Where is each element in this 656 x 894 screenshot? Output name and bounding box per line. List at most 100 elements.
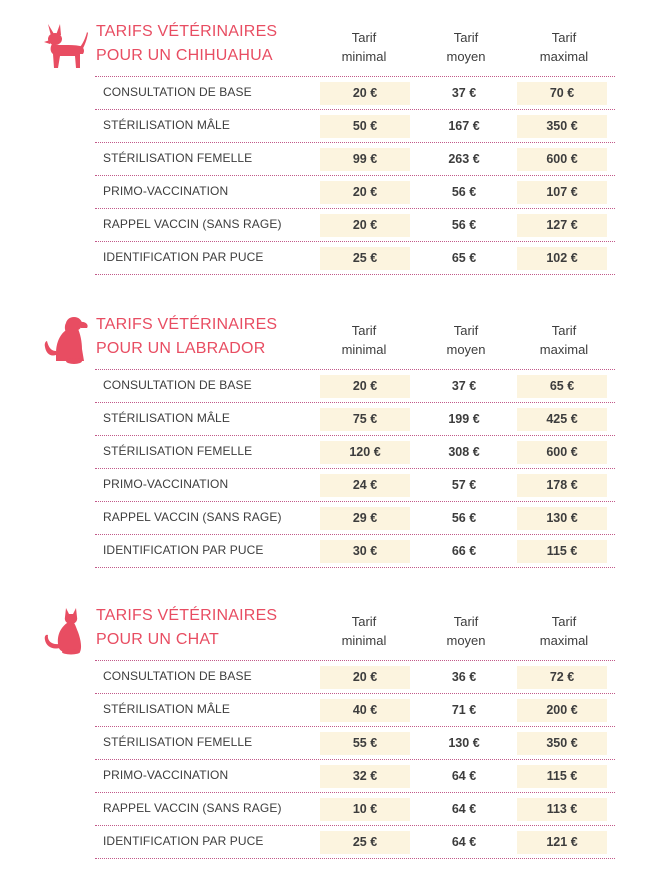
- price-avg: 56 €: [451, 185, 477, 199]
- table-row: RAPPEL VACCIN (SANS RAGE) 29 € 56 € 130 …: [95, 501, 615, 534]
- price-avg: 37 €: [451, 379, 477, 393]
- price-max: 102 €: [517, 247, 607, 270]
- price-min: 29 €: [320, 507, 410, 530]
- table-row: STÉRILISATION MÂLE 50 € 167 € 350 €: [95, 109, 615, 142]
- column-header-max: Tarif maximal: [539, 323, 589, 357]
- table-row: IDENTIFICATION PAR PUCE 25 € 64 € 121 €: [95, 825, 615, 859]
- price-max: 600 €: [517, 148, 607, 171]
- table-row: STÉRILISATION FEMELLE 99 € 263 € 600 €: [95, 142, 615, 175]
- row-label: IDENTIFICATION PAR PUCE: [103, 834, 264, 848]
- price-avg: 66 €: [451, 544, 477, 558]
- column-header-min: Tarif minimal: [341, 30, 387, 64]
- table-row: CONSULTATION DE BASE 20 € 37 € 70 €: [95, 76, 615, 109]
- price-avg: 64 €: [451, 802, 477, 816]
- price-min: 99 €: [320, 148, 410, 171]
- price-min: 120 €: [320, 441, 410, 464]
- section-title: TARIFS VÉTÉRINAIRES POUR UN CHAT: [96, 607, 278, 648]
- row-label: CONSULTATION DE BASE: [103, 669, 252, 683]
- row-label: STÉRILISATION FEMELLE: [103, 444, 253, 458]
- row-label: PRIMO-VACCINATION: [103, 768, 229, 782]
- table-row: STÉRILISATION FEMELLE 120 € 308 € 600 €: [95, 435, 615, 468]
- price-avg: 56 €: [451, 511, 477, 525]
- price-min: 20 €: [320, 214, 410, 237]
- table-row: IDENTIFICATION PAR PUCE 30 € 66 € 115 €: [95, 534, 615, 568]
- price-avg: 167 €: [448, 119, 480, 133]
- price-table: CONSULTATION DE BASE 20 € 36 € 72 € STÉR…: [95, 660, 615, 859]
- price-min: 20 €: [320, 375, 410, 398]
- price-max: 113 €: [517, 798, 607, 821]
- price-max: 115 €: [517, 765, 607, 788]
- price-max: 121 €: [517, 831, 607, 854]
- table-row: RAPPEL VACCIN (SANS RAGE) 20 € 56 € 127 …: [95, 208, 615, 241]
- price-avg: 263 €: [448, 152, 480, 166]
- price-min: 20 €: [320, 82, 410, 105]
- price-max: 127 €: [517, 214, 607, 237]
- table-row: PRIMO-VACCINATION 20 € 56 € 107 €: [95, 175, 615, 208]
- price-table: CONSULTATION DE BASE 20 € 37 € 70 € STÉR…: [95, 76, 615, 275]
- row-label: RAPPEL VACCIN (SANS RAGE): [103, 217, 282, 231]
- row-label: RAPPEL VACCIN (SANS RAGE): [103, 510, 282, 524]
- price-avg: 130 €: [448, 736, 480, 750]
- cat-icon: [40, 604, 90, 658]
- price-avg: 57 €: [451, 478, 477, 492]
- table-row: PRIMO-VACCINATION 24 € 57 € 178 €: [95, 468, 615, 501]
- price-min: 20 €: [320, 666, 410, 689]
- price-min: 10 €: [320, 798, 410, 821]
- price-max: 425 €: [517, 408, 607, 431]
- row-label: STÉRILISATION MÂLE: [103, 411, 230, 425]
- section-title: TARIFS VÉTÉRINAIRES POUR UN LABRADOR: [96, 316, 278, 357]
- price-max: 600 €: [517, 441, 607, 464]
- row-label: STÉRILISATION MÂLE: [103, 118, 230, 132]
- table-row: RAPPEL VACCIN (SANS RAGE) 10 € 64 € 113 …: [95, 792, 615, 825]
- row-label: CONSULTATION DE BASE: [103, 85, 252, 99]
- price-avg: 36 €: [451, 670, 477, 684]
- column-header-max: Tarif maximal: [539, 30, 589, 64]
- row-label: CONSULTATION DE BASE: [103, 378, 252, 392]
- row-label: RAPPEL VACCIN (SANS RAGE): [103, 801, 282, 815]
- price-avg: 65 €: [451, 251, 477, 265]
- row-label: IDENTIFICATION PAR PUCE: [103, 250, 264, 264]
- price-max: 178 €: [517, 474, 607, 497]
- price-avg: 71 €: [451, 703, 477, 717]
- table-row: STÉRILISATION MÂLE 40 € 71 € 200 €: [95, 693, 615, 726]
- price-min: 25 €: [320, 831, 410, 854]
- table-row: STÉRILISATION FEMELLE 55 € 130 € 350 €: [95, 726, 615, 759]
- table-row: CONSULTATION DE BASE 20 € 36 € 72 €: [95, 660, 615, 693]
- column-header-min: Tarif minimal: [341, 614, 387, 648]
- column-header-avg: Tarif moyen: [446, 30, 486, 64]
- price-max: 107 €: [517, 181, 607, 204]
- table-row: IDENTIFICATION PAR PUCE 25 € 65 € 102 €: [95, 241, 615, 275]
- column-header-avg: Tarif moyen: [446, 323, 486, 357]
- price-table: CONSULTATION DE BASE 20 € 37 € 65 € STÉR…: [95, 369, 615, 568]
- dog-small-icon: [40, 20, 90, 74]
- price-max: 350 €: [517, 732, 607, 755]
- row-label: PRIMO-VACCINATION: [103, 184, 229, 198]
- price-avg: 37 €: [451, 86, 477, 100]
- price-avg: 64 €: [451, 835, 477, 849]
- row-label: STÉRILISATION FEMELLE: [103, 151, 253, 165]
- price-max: 200 €: [517, 699, 607, 722]
- price-min: 40 €: [320, 699, 410, 722]
- price-min: 50 €: [320, 115, 410, 138]
- table-row: STÉRILISATION MÂLE 75 € 199 € 425 €: [95, 402, 615, 435]
- column-header-avg: Tarif moyen: [446, 614, 486, 648]
- price-avg: 199 €: [448, 412, 480, 426]
- price-min: 25 €: [320, 247, 410, 270]
- row-label: PRIMO-VACCINATION: [103, 477, 229, 491]
- price-avg: 64 €: [451, 769, 477, 783]
- price-max: 130 €: [517, 507, 607, 530]
- table-row: PRIMO-VACCINATION 32 € 64 € 115 €: [95, 759, 615, 792]
- column-header-max: Tarif maximal: [539, 614, 589, 648]
- section-title: TARIFS VÉTÉRINAIRES POUR UN CHIHUAHUA: [96, 23, 278, 64]
- price-max: 65 €: [517, 375, 607, 398]
- price-min: 55 €: [320, 732, 410, 755]
- price-avg: 308 €: [448, 445, 480, 459]
- dog-sitting-icon: [40, 313, 90, 367]
- price-min: 24 €: [320, 474, 410, 497]
- row-label: STÉRILISATION MÂLE: [103, 702, 230, 716]
- price-min: 75 €: [320, 408, 410, 431]
- price-min: 32 €: [320, 765, 410, 788]
- table-row: CONSULTATION DE BASE 20 € 37 € 65 €: [95, 369, 615, 402]
- price-min: 30 €: [320, 540, 410, 563]
- row-label: STÉRILISATION FEMELLE: [103, 735, 253, 749]
